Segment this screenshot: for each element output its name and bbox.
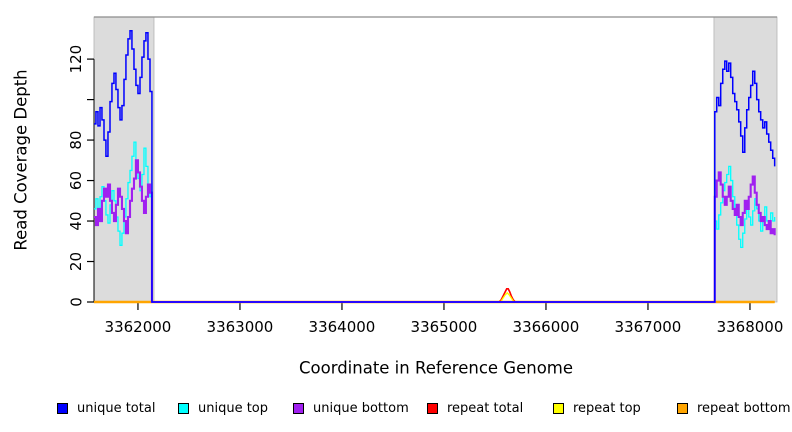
series-unique-total — [94, 30, 776, 303]
y-axis-title: Read Coverage Depth — [11, 69, 31, 251]
x-tick-label: 3364000 — [309, 318, 376, 336]
series-repeat-total — [94, 288, 775, 303]
legend: unique total unique top unique bottom re… — [0, 400, 792, 422]
y-tick-label: 120 — [67, 45, 85, 74]
x-tick-label: 3362000 — [105, 318, 172, 336]
y-tick-label: 80 — [67, 131, 85, 150]
legend-label-unique-top: unique top — [198, 400, 269, 416]
highlight-region — [713, 16, 778, 303]
legend-item-unique-top: unique top — [178, 400, 268, 416]
x-tick-label: 3366000 — [513, 318, 580, 336]
series-unique-bottom — [94, 159, 776, 304]
legend-item-repeat-top: repeat top — [553, 400, 641, 416]
legend-item-unique-bottom: unique bottom — [293, 400, 409, 416]
x-tick-label: 3368000 — [717, 318, 784, 336]
legend-label-unique-total: unique total — [77, 400, 156, 416]
legend-label-repeat-top: repeat top — [573, 400, 641, 416]
legend-item-unique-total: unique total — [57, 400, 155, 416]
y-tick-label: 20 — [67, 252, 85, 271]
highlight-region — [93, 16, 155, 303]
legend-swatch-repeat-total — [427, 402, 438, 414]
series-repeat-top — [94, 291, 775, 303]
legend-label-unique-bottom: unique bottom — [313, 400, 409, 416]
legend-swatch-unique-bottom — [293, 402, 304, 414]
legend-swatch-repeat-bottom — [677, 402, 688, 414]
series-unique-top — [94, 141, 776, 303]
y-tick-label: 60 — [67, 171, 85, 190]
x-tick-label: 3365000 — [411, 318, 478, 336]
x-axis-title: Coordinate in Reference Genome — [298, 358, 574, 378]
legend-label-repeat-total: repeat total — [447, 400, 524, 416]
legend-swatch-unique-top — [178, 402, 189, 414]
legend-item-repeat-bottom: repeat bottom — [677, 400, 791, 416]
legend-swatch-unique-total — [57, 402, 68, 414]
legend-swatch-repeat-top — [553, 402, 564, 414]
legend-item-repeat-total: repeat total — [427, 400, 523, 416]
legend-label-repeat-bottom: repeat bottom — [697, 400, 791, 416]
x-tick-label: 3367000 — [615, 318, 682, 336]
y-tick-label: 40 — [67, 211, 85, 230]
y-tick-label: 0 — [67, 297, 85, 307]
x-tick-label: 3363000 — [207, 318, 274, 336]
